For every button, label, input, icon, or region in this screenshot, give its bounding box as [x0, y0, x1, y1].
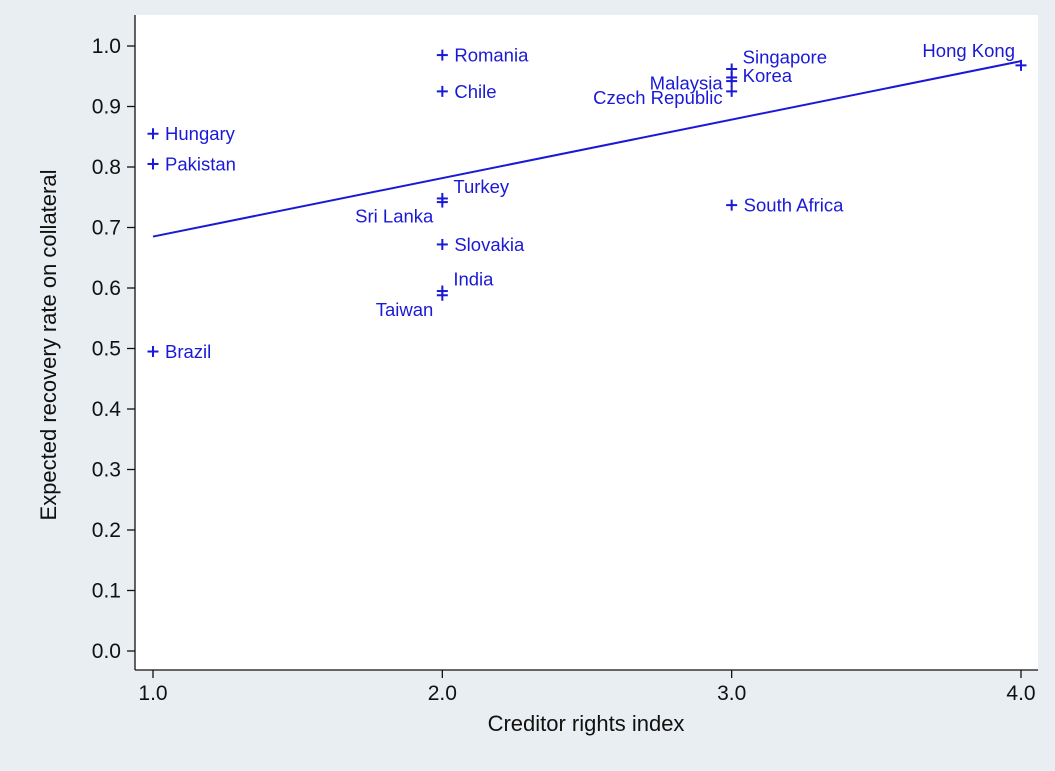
data-point: Slovakia	[436, 234, 525, 255]
point-label: Singapore	[743, 46, 827, 67]
y-tick-label: 0.9	[92, 96, 121, 119]
point-label: Hungary	[165, 123, 236, 144]
point-label: Czech Republic	[593, 87, 723, 108]
data-point: Czech Republic	[593, 85, 738, 108]
y-axis-ticks: 0.0 0.1 0.2 0.3 0.4 0.5 0.6 0.7 0.8 0.9 1.0	[92, 35, 135, 663]
x-axis-ticks: 1.0 2.0 3.0 4.0	[138, 670, 1036, 705]
y-tick-label: 0.3	[92, 459, 121, 482]
point-label: Pakistan	[165, 153, 236, 174]
plot-area	[135, 15, 1038, 670]
data-point: Malaysia	[650, 73, 738, 94]
point-label: Sri Lanka	[355, 206, 434, 227]
x-tick-label: 3.0	[717, 682, 746, 705]
data-points: Romania Chile Hungary Pakistan Turkey Sri Lan…	[147, 40, 1027, 362]
point-label: South Africa	[744, 195, 844, 216]
y-tick-label: 1.0	[92, 35, 121, 58]
fit-line-group	[152, 60, 1022, 238]
point-label: Hong Kong	[922, 40, 1015, 61]
y-tick-label: 0.6	[92, 277, 121, 300]
y-tick-label: 0.5	[92, 338, 121, 361]
data-point: Sri Lanka	[355, 196, 448, 227]
x-tick-label: 1.0	[138, 682, 167, 705]
point-label: Brazil	[165, 341, 211, 362]
point-label: Chile	[454, 81, 496, 102]
data-point: Taiwan	[376, 289, 448, 320]
y-tick-label: 0.2	[92, 519, 121, 542]
x-tick-label: 2.0	[428, 682, 457, 705]
y-axis-title: Expected recovery rate on collateral	[36, 170, 61, 521]
point-label: Slovakia	[454, 234, 525, 255]
data-point: Pakistan	[147, 153, 236, 174]
fit-line	[152, 60, 1022, 238]
data-point: Brazil	[147, 341, 211, 362]
y-tick-label: 0.4	[92, 398, 122, 421]
y-tick-label: 0.7	[92, 217, 121, 240]
data-point: Hong Kong	[922, 40, 1027, 71]
data-point: Chile	[436, 81, 497, 102]
point-label: Malaysia	[650, 73, 724, 94]
x-tick-label: 4.0	[1006, 682, 1035, 705]
data-point: South Africa	[726, 195, 844, 216]
data-point: Hungary	[147, 123, 236, 144]
data-point: Romania	[436, 45, 529, 66]
x-axis-title: Creditor rights index	[488, 711, 685, 736]
point-label: India	[453, 269, 494, 290]
y-tick-label: 0.0	[92, 640, 121, 663]
point-label: Romania	[454, 45, 529, 66]
y-tick-label: 0.8	[92, 156, 121, 179]
point-label: Korea	[743, 65, 793, 86]
point-label: Taiwan	[376, 299, 434, 320]
point-label: Turkey	[453, 176, 510, 197]
y-tick-label: 0.1	[92, 580, 121, 603]
